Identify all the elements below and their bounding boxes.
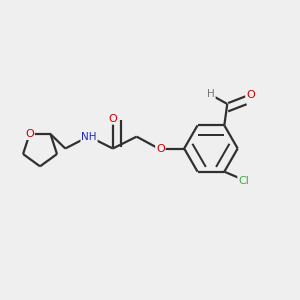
Text: H: H (207, 88, 215, 98)
Text: O: O (246, 90, 255, 100)
Text: O: O (25, 129, 34, 139)
Text: O: O (109, 114, 117, 124)
Text: O: O (156, 143, 165, 154)
Text: NH: NH (81, 132, 97, 142)
Text: Cl: Cl (238, 176, 249, 186)
